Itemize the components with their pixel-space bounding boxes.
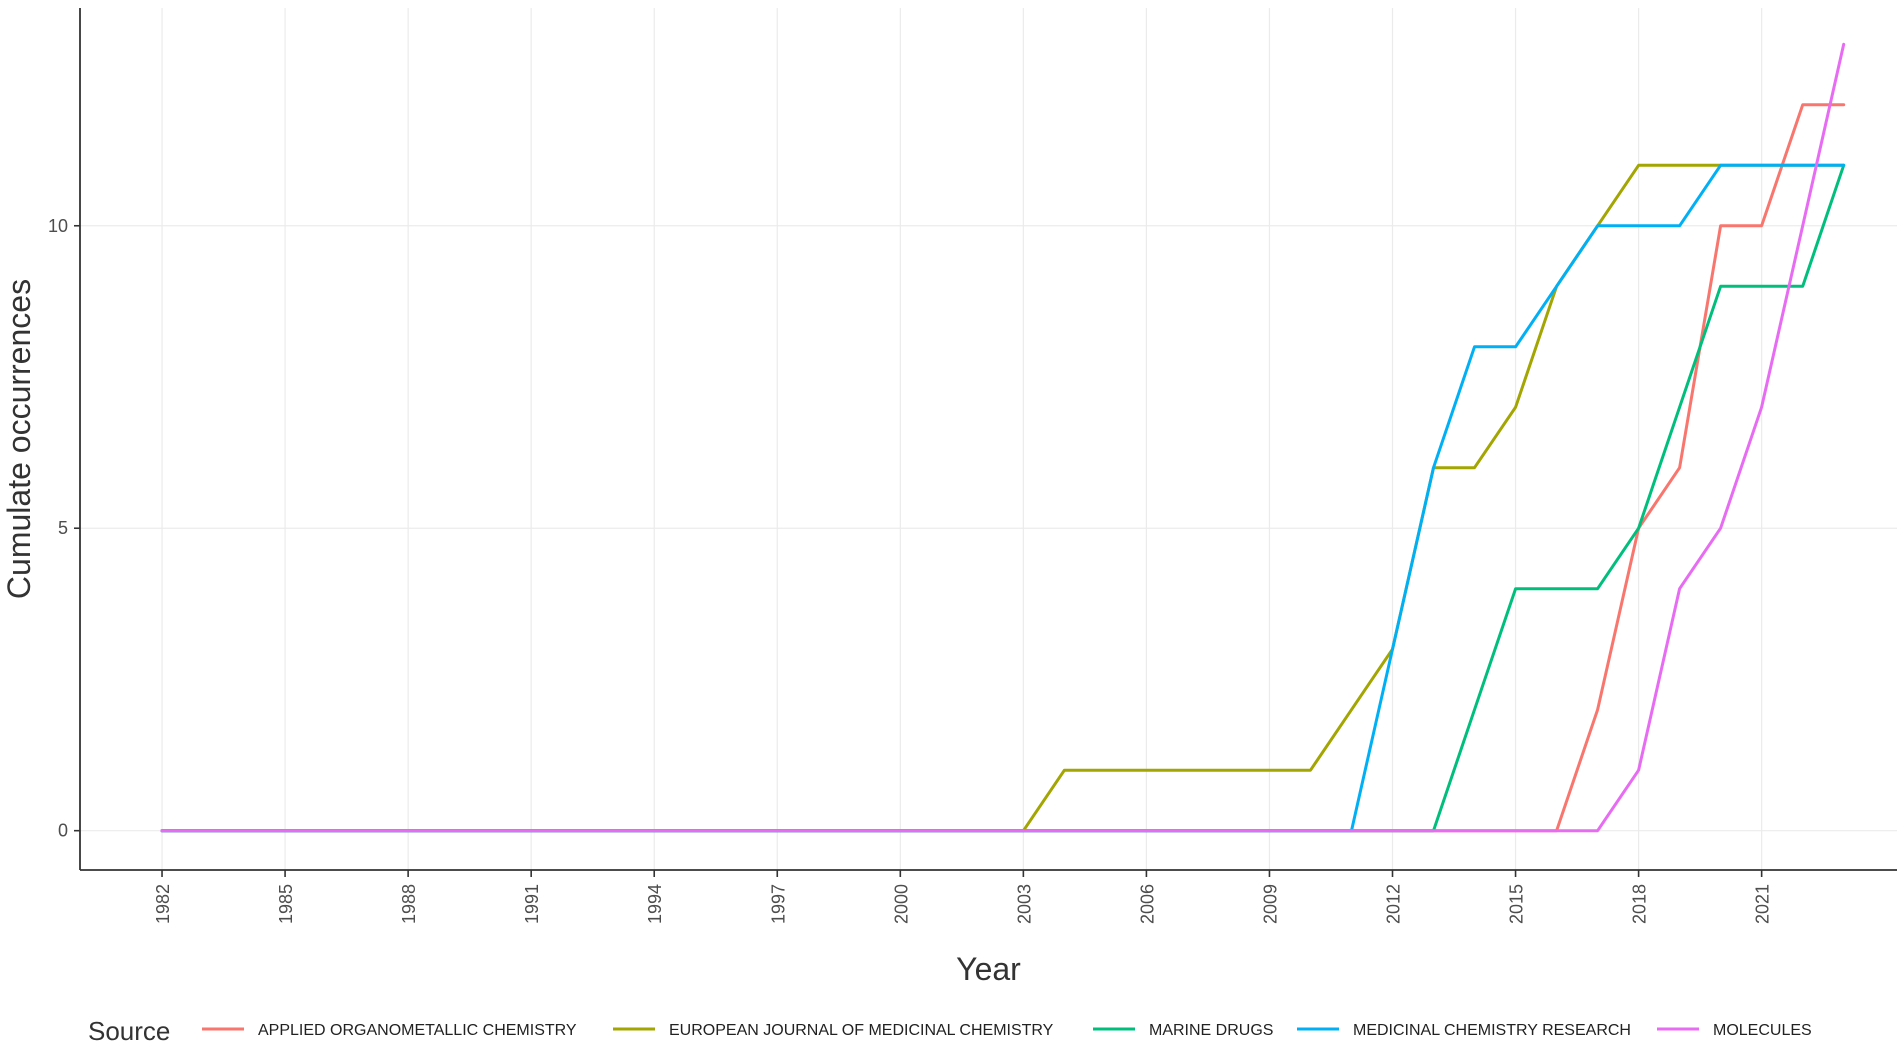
legend-title: Source [88, 1016, 170, 1046]
series-line-1 [160, 103, 1846, 833]
y-tick-label-5: 5 [58, 518, 68, 538]
x-tick-label-1985: 1985 [276, 884, 296, 924]
x-tick-label-1994: 1994 [645, 884, 665, 924]
legend-label-3: MARINE DRUGS [1149, 1022, 1273, 1039]
x-tick-label-2012: 2012 [1384, 884, 1404, 924]
y-axis-title: Cumulate occurrences [1, 279, 37, 599]
x-tick-label-1997: 1997 [768, 884, 788, 924]
legend-label-4: MEDICINAL CHEMISTRY RESEARCH [1353, 1022, 1631, 1039]
x-tick-label-1991: 1991 [522, 884, 542, 924]
x-tick-label-2000: 2000 [891, 884, 911, 924]
x-tick-label-2018: 2018 [1630, 884, 1650, 924]
x-axis-title: Year [956, 951, 1021, 987]
legend-label-2: EUROPEAN JOURNAL OF MEDICINAL CHEMISTRY [669, 1022, 1054, 1039]
legend-label-1: APPLIED ORGANOMETALLIC CHEMISTRY [258, 1022, 577, 1039]
series-layer [160, 42, 1846, 833]
y-tick-label-10: 10 [48, 216, 68, 236]
grid-layer [80, 8, 1897, 870]
x-tick-label-1988: 1988 [399, 884, 419, 924]
axis-layer: 0 5 10 1982 1985 1988 1991 1994 1997 2000 2003 2006… [48, 8, 1897, 924]
series-line-5 [160, 42, 1846, 833]
x-tick-label-2009: 2009 [1260, 884, 1280, 924]
x-tick-label-2021: 2021 [1753, 884, 1773, 924]
y-tick-label-0: 0 [58, 821, 68, 841]
legend: Source APPLIED ORGANOMETALLIC CHEMISTRY E… [88, 1016, 1812, 1046]
x-tick-label-1982: 1982 [153, 884, 173, 924]
x-tick-label-2003: 2003 [1014, 884, 1034, 924]
x-tick-label-2006: 2006 [1137, 884, 1157, 924]
x-tick-label-2015: 2015 [1507, 884, 1527, 924]
legend-label-5: MOLECULES [1713, 1022, 1812, 1039]
